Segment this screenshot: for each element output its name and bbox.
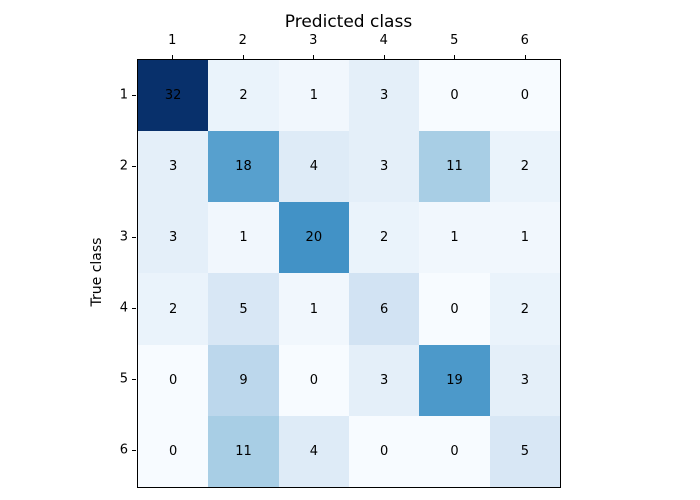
heatmap-cell: 20	[278, 202, 349, 274]
heatmap-cell: 3	[349, 344, 420, 416]
heatmap-cell: 3	[138, 131, 209, 203]
heatmap-cell: 0	[419, 60, 490, 132]
heatmap-cell: 0	[349, 415, 420, 487]
heatmap-cell: 3	[489, 344, 560, 416]
heatmap-cell: 3	[138, 202, 209, 274]
heatmap-cell: 2	[489, 131, 560, 203]
heatmap-cell: 4	[278, 415, 349, 487]
heatmap-cell: 0	[278, 344, 349, 416]
y-tick-mark	[132, 379, 136, 381]
heatmap-cell: 1	[419, 202, 490, 274]
x-axis-label: Predicted class	[284, 12, 413, 32]
x-tick-mark	[313, 55, 315, 59]
y-tick-label: 2	[119, 158, 128, 174]
heatmap-cell: 0	[138, 415, 209, 487]
heatmap-cell: 5	[489, 415, 560, 487]
heatmap-cell: 6	[349, 273, 420, 345]
heatmap-cell: 1	[489, 202, 560, 274]
x-tick-label: 4	[379, 33, 388, 48]
heatmap-cell: 1	[278, 273, 349, 345]
heatmap-cell: 32	[138, 60, 209, 132]
heatmap-cell: 11	[419, 131, 490, 203]
x-tick-labels: 1 2 3 4 5 6	[137, 33, 560, 50]
heatmap-cell: 18	[208, 131, 279, 203]
y-tick-mark	[132, 165, 136, 167]
y-tick-label: 6	[119, 442, 128, 458]
heatmap-cell: 2	[208, 60, 279, 132]
y-tick-label: 5	[119, 371, 128, 387]
heatmap-cell: 2	[489, 273, 560, 345]
x-tick-mark	[383, 55, 385, 59]
heatmap-grid: 32 2 1 3 0 0 3 18 4 3 11 2 3 1 20 2 1 1 2 5 1 6 0 2 0 9 0 3 19 3 0 11 4 0…	[137, 59, 561, 488]
heatmap-cell: 1	[278, 60, 349, 132]
heatmap-cell: 2	[138, 273, 209, 345]
heatmap-cell: 11	[208, 415, 279, 487]
x-tick-mark	[242, 55, 244, 59]
heatmap-cell: 3	[349, 131, 420, 203]
x-tick-label: 6	[520, 33, 529, 48]
y-tick-label: 3	[119, 229, 128, 245]
x-tick-label: 1	[168, 33, 177, 48]
heatmap-cell: 0	[419, 415, 490, 487]
y-tick-label: 4	[119, 300, 128, 316]
heatmap-cell: 1	[208, 202, 279, 274]
heatmap-cell: 0	[138, 344, 209, 416]
y-tick-mark	[132, 236, 136, 238]
x-tick-label: 2	[238, 33, 247, 48]
y-tick-mark	[132, 94, 136, 96]
heatmap-cell: 0	[489, 60, 560, 132]
y-tick-labels: 1 2 3 4 5 6	[0, 59, 128, 486]
x-tick-mark	[524, 55, 526, 59]
x-tick-marks	[137, 55, 560, 59]
heatmap-cell: 9	[208, 344, 279, 416]
x-tick-mark	[172, 55, 174, 59]
heatmap-cell: 2	[349, 202, 420, 274]
heatmap-cell: 3	[349, 60, 420, 132]
heatmap-cell: 4	[278, 131, 349, 203]
y-tick-marks	[132, 59, 136, 486]
y-tick-mark	[132, 308, 136, 310]
heatmap-cell: 5	[208, 273, 279, 345]
x-tick-label: 5	[450, 33, 459, 48]
y-tick-label: 1	[119, 87, 128, 103]
x-tick-mark	[454, 55, 456, 59]
heatmap-cell: 19	[419, 344, 490, 416]
x-tick-label: 3	[309, 33, 318, 48]
y-tick-mark	[132, 450, 136, 452]
heatmap-cell: 0	[419, 273, 490, 345]
